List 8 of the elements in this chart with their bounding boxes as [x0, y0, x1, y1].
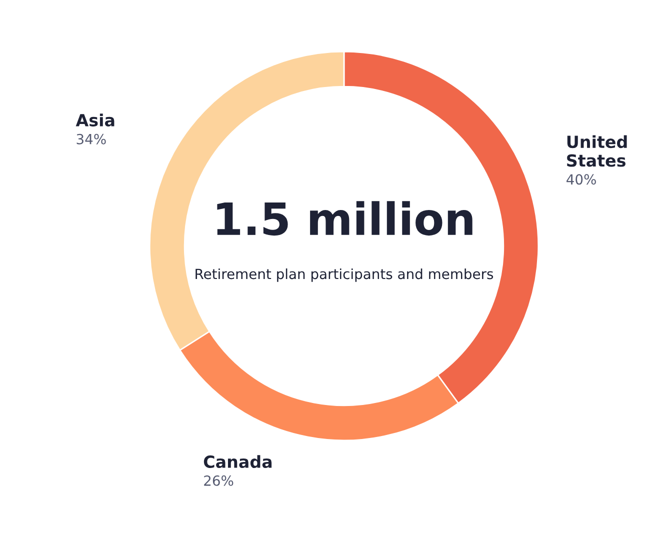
text: Retirement plan participants and members: [196, 268, 494, 282]
text: 1.5 million: [217, 201, 472, 236]
data-label: 40%: [566, 174, 596, 185]
slice-label: Asia: [76, 114, 114, 126]
data-label: 34%: [76, 134, 106, 144]
slice-label: Canada: [204, 455, 272, 468]
data-label: 26%: [204, 475, 234, 486]
slice-label: United States: [567, 135, 627, 167]
